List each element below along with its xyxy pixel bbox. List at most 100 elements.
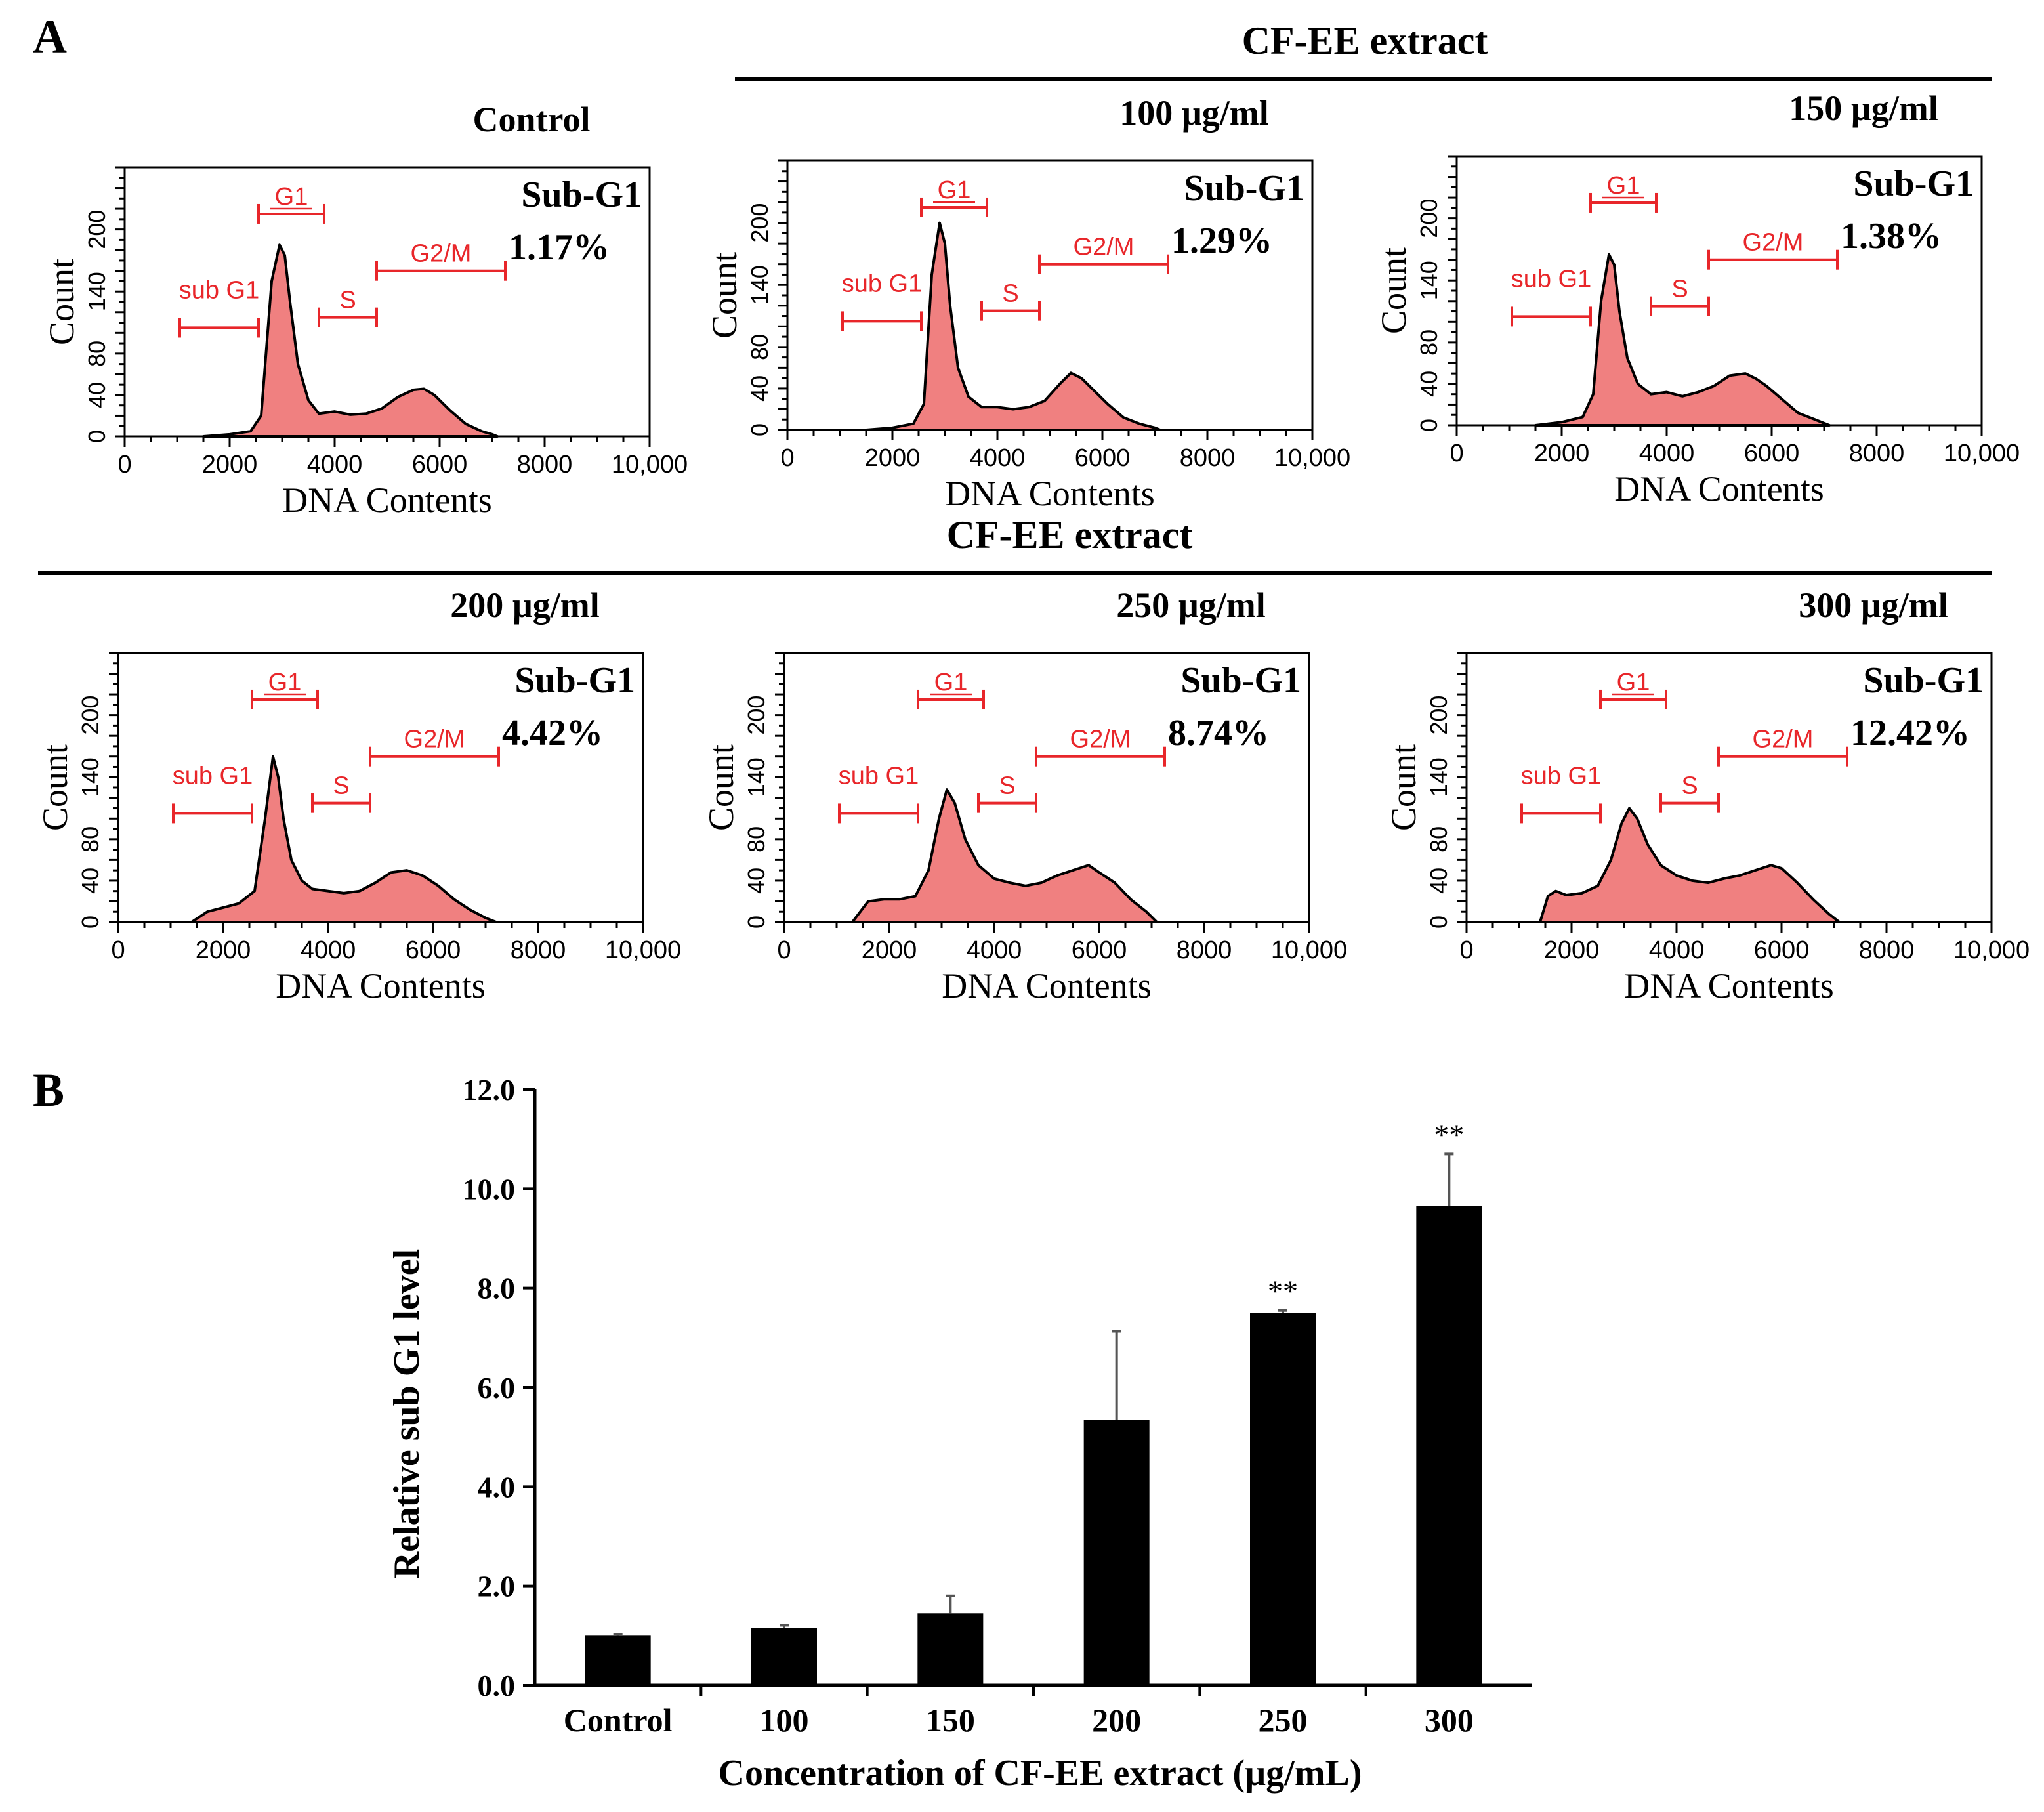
x-tick-label: 200: [1092, 1702, 1141, 1738]
x-tick-label: 10,000: [1953, 937, 2030, 964]
x-tick-label: 8000: [1859, 937, 1915, 964]
histogram-100: 100 µg/ml 0 2000 4000 6000 8000 10,000 0 40 80 140…: [705, 93, 1350, 513]
x-tick-label: 0: [777, 937, 791, 964]
y-tick-label: 200: [746, 203, 773, 243]
gate-label: sub G1: [842, 270, 923, 297]
x-tick-label: 10,000: [605, 937, 681, 964]
histogram-area: [1534, 253, 1831, 427]
histogram-200: 200 µg/ml 0 2000 4000 6000 8000 10,000 0 40 80 140…: [35, 585, 681, 1005]
sub-g1-annotation-value: 8.74%: [1168, 713, 1269, 753]
x-tick-label: 4000: [307, 451, 363, 478]
bar: [1416, 1206, 1482, 1685]
y-tick-label: 80: [83, 341, 110, 367]
y-tick-label: 40: [77, 868, 104, 894]
y-tick-label: 80: [1425, 826, 1452, 853]
y-tick-label: 80: [1415, 329, 1442, 356]
bar: [917, 1613, 984, 1685]
y-axis-title: Count: [701, 744, 741, 831]
sub-g1-annotation-title: Sub-G1: [521, 175, 642, 215]
sub-g1-annotation-title: Sub-G1: [1184, 168, 1304, 209]
bar: [585, 1635, 651, 1685]
x-tick-label: 10,000: [1944, 440, 2020, 467]
gate-label: sub G1: [173, 762, 253, 790]
x-tick-label: 10,000: [1274, 444, 1350, 472]
x-tick-label: 4000: [301, 937, 356, 964]
histogram-title: 100 µg/ml: [1119, 93, 1269, 133]
y-tick-label: 6.0: [478, 1371, 516, 1404]
histogram-250: 250 µg/ml 0 2000 4000 6000 8000 10,000 0 40 80 140…: [701, 585, 1347, 1005]
y-tick-label: 0: [77, 916, 104, 929]
x-tick-label: 8000: [1177, 937, 1232, 964]
x-tick-label: 0: [117, 451, 131, 478]
x-axis-title: DNA Contents: [1614, 469, 1824, 509]
histogram-title: Control: [472, 100, 590, 139]
group-header-bottom: CF-EE extract: [947, 513, 1193, 557]
x-tick-label: 2000: [196, 937, 251, 964]
histogram-150: 150 µg/ml 0 2000 4000 6000 8000 10,000 0 40 80 140…: [1374, 89, 2020, 509]
histogram-area: [865, 221, 1161, 431]
y-axis-title: Count: [42, 259, 81, 345]
x-tick-label: 250: [1259, 1702, 1308, 1738]
gate-label: sub G1: [1511, 265, 1592, 293]
x-tick-label: 0: [1450, 440, 1463, 467]
x-tick-label: 4000: [1649, 937, 1705, 964]
y-tick-label: 12.0: [463, 1073, 516, 1106]
y-tick-label: 2.0: [478, 1570, 516, 1603]
sub-g1-annotation-value: 12.42%: [1850, 713, 1970, 753]
x-axis-title: Concentration of CF-EE extract (µg/mL): [719, 1753, 1362, 1794]
x-tick-label: 0: [1459, 937, 1473, 964]
x-tick-label: 6000: [1075, 444, 1131, 472]
gate-label: G1: [1607, 172, 1640, 200]
gate-label: sub G1: [179, 276, 260, 304]
y-tick-label: 0: [83, 430, 110, 443]
gate-label: G2/M: [1074, 234, 1135, 261]
gate-label: S: [339, 287, 356, 314]
y-tick-label: 140: [743, 757, 770, 797]
y-tick-label: 200: [83, 210, 110, 249]
y-tick-label: 200: [743, 696, 770, 735]
x-tick-label: 2000: [862, 937, 917, 964]
y-axis-title: Relative sub G1 level: [386, 1249, 427, 1578]
sub-g1-annotation-value: 1.17%: [509, 227, 610, 268]
y-tick-label: 140: [1425, 757, 1452, 797]
x-tick-label: 8000: [1849, 440, 1905, 467]
gate-label: sub G1: [839, 762, 919, 790]
panel-b-label: B: [33, 1064, 64, 1116]
x-tick-label: Control: [564, 1702, 673, 1738]
y-tick-label: 0: [743, 916, 770, 929]
x-tick-label: 6000: [406, 937, 461, 964]
y-tick-label: 140: [77, 757, 104, 797]
histogram-title: 300 µg/ml: [1799, 585, 1948, 625]
gate-label: G2/M: [411, 240, 472, 268]
group-header-top: CF-EE extract: [1242, 19, 1488, 62]
x-tick-label: 2000: [1544, 937, 1600, 964]
gate-label: S: [999, 772, 1015, 800]
histogram-area: [190, 755, 497, 923]
sub-g1-annotation-value: 1.38%: [1841, 216, 1942, 257]
significance-marker: **: [1434, 1118, 1464, 1151]
gate-label: G1: [1617, 669, 1650, 696]
histogram-area: [1539, 807, 1841, 923]
y-tick-label: 80: [77, 826, 104, 853]
histogram-title: 250 µg/ml: [1116, 585, 1266, 625]
sub-g1-annotation-value: 4.42%: [502, 713, 603, 753]
histogram-area: [202, 243, 499, 438]
y-tick-label: 4.0: [478, 1470, 516, 1504]
y-tick-label: 80: [743, 826, 770, 853]
y-tick-label: 140: [746, 265, 773, 305]
gate-label: G2/M: [1070, 726, 1131, 753]
x-tick-label: 6000: [1754, 937, 1810, 964]
y-tick-label: 40: [743, 868, 770, 894]
x-tick-label: 0: [111, 937, 125, 964]
x-tick-label: 100: [760, 1702, 809, 1738]
bar: [1083, 1420, 1150, 1685]
x-axis-title: DNA Contents: [945, 474, 1155, 513]
x-tick-label: 2000: [1534, 440, 1590, 467]
histogram-control: Control 0 2000 4000 6000 8000 10,000 0 40 80 140 20…: [42, 100, 688, 520]
x-tick-label: 300: [1425, 1702, 1474, 1738]
x-tick-label: 4000: [967, 937, 1022, 964]
bar: [1250, 1313, 1316, 1685]
sub-g1-annotation-title: Sub-G1: [1853, 163, 1974, 204]
y-tick-label: 140: [83, 272, 110, 311]
x-tick-label: 6000: [412, 451, 468, 478]
